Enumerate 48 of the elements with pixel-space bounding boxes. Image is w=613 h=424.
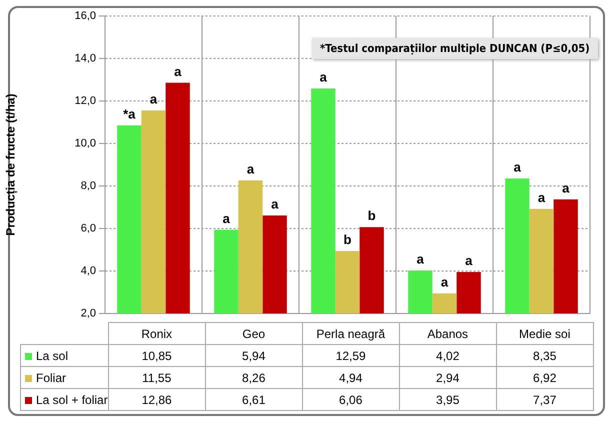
- annotation: a: [320, 70, 328, 85]
- y-tick-label: 4,0: [80, 264, 96, 277]
- x-tick-label: Medie soi: [496, 322, 594, 344]
- annotation: b: [344, 232, 352, 248]
- y-tick-label: 6,0: [80, 222, 96, 234]
- annotation: a: [222, 210, 231, 226]
- data-label: 12,59: [302, 344, 400, 366]
- annotation: a: [440, 274, 449, 290]
- y-tick-label: 16,0: [74, 10, 96, 22]
- annotation: a: [150, 92, 158, 107]
- x-tick-label: Perla neagră: [302, 322, 400, 344]
- y-tick-label: 10,0: [74, 137, 96, 150]
- annotation: a: [174, 64, 182, 79]
- x-tick-label: Geo: [205, 322, 302, 344]
- data-label: 8,35: [496, 344, 594, 366]
- data-label: 6,06: [302, 388, 400, 410]
- annotation: a: [246, 162, 255, 176]
- annotation: a: [271, 196, 280, 212]
- data-label: 7,37: [496, 388, 594, 410]
- data-label: 12,86: [108, 388, 206, 410]
- annotation: a: [538, 190, 546, 205]
- annotation: a: [416, 252, 425, 267]
- data-label: 5,94: [205, 344, 302, 366]
- x-tick-label: Ronix: [108, 322, 206, 344]
- data-label: 4,02: [399, 344, 496, 366]
- data-label: 2,94: [399, 366, 496, 388]
- y-tick-label: 12,0: [74, 95, 96, 108]
- data-label: 10,85: [108, 344, 206, 366]
- data-label: 6,92: [496, 366, 594, 388]
- annotation: a: [465, 253, 474, 268]
- y-tick-label: 2,0: [80, 307, 96, 320]
- y-tick-label: 8,0: [80, 180, 96, 192]
- data-label: 3,95: [399, 388, 496, 410]
- legend-label: La sol + foliar: [20, 388, 108, 410]
- legend-label: Foliar: [20, 366, 108, 388]
- annotation: b: [368, 208, 376, 224]
- data-label: 4,94: [302, 366, 400, 388]
- x-tick-label: Abanos: [399, 322, 496, 344]
- data-label: 8,26: [205, 366, 302, 388]
- annotation: *Testul comparațiilor multiple DUNCAN (P≤0,05): [312, 38, 598, 59]
- y-tick-label: 14,0: [74, 52, 96, 65]
- y-axis-title: Producția de fructe (t/ha): [4, 94, 18, 236]
- data-label: 11,55: [108, 366, 206, 388]
- annotation: *a: [123, 106, 136, 122]
- annotation: a: [562, 180, 570, 196]
- annotation: a: [514, 160, 522, 175]
- data-label: 6,61: [205, 388, 302, 410]
- legend-label: La sol: [20, 344, 108, 366]
